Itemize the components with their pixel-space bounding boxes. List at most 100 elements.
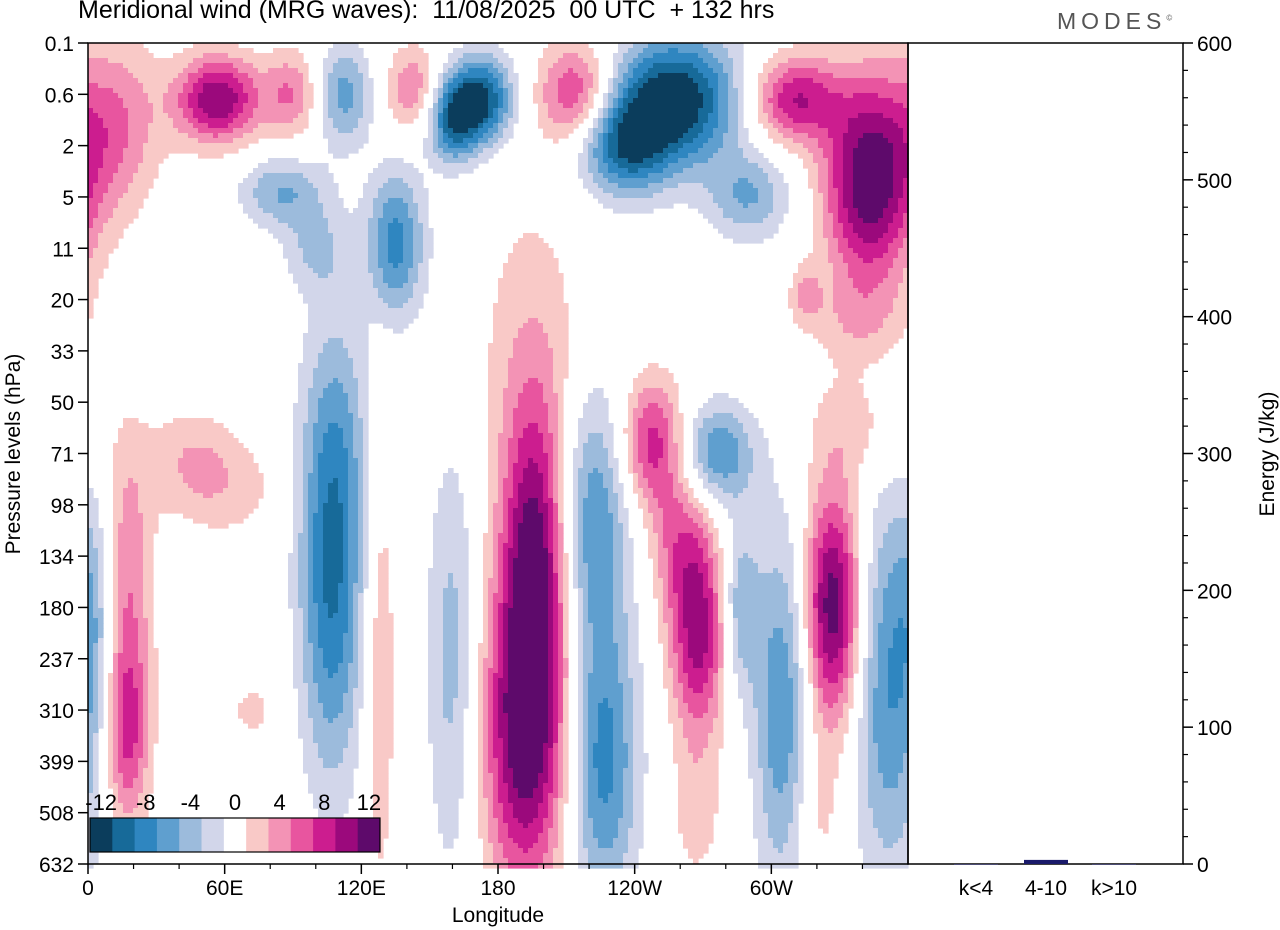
contour-cell (493, 633, 499, 639)
contour-cell (793, 633, 799, 639)
contour-cell (503, 518, 509, 524)
contour-cell (403, 198, 414, 204)
contour-cell (878, 573, 889, 579)
contour-cell (793, 738, 799, 744)
contour-cell (318, 418, 354, 424)
contour-cell (488, 623, 494, 629)
contour-cell (623, 688, 634, 694)
contour-cell (713, 468, 739, 474)
contour-cell (333, 268, 369, 274)
contour-cell (303, 503, 309, 509)
contour-cell (373, 618, 394, 624)
contour-cell (93, 598, 99, 604)
contour-cell (433, 538, 469, 544)
contour-cell (818, 688, 824, 694)
contour-cell (738, 578, 784, 584)
contour-cell (588, 493, 609, 499)
contour-cell (353, 608, 359, 614)
contour-cell (303, 298, 384, 304)
contour-cell (613, 613, 629, 619)
contour-cell (668, 633, 674, 639)
contour-cell (808, 103, 904, 109)
contour-cell (853, 283, 879, 289)
contour-cell (608, 698, 624, 704)
contour-cell (333, 123, 359, 129)
contour-cell (563, 688, 569, 694)
contour-cell (543, 398, 559, 404)
contour-cell (88, 488, 94, 494)
contour-cell (313, 443, 324, 449)
contour-cell (673, 403, 679, 409)
contour-cell (503, 628, 509, 634)
contour-cell (873, 628, 879, 634)
contour-cell (238, 113, 254, 119)
contour-cell (813, 538, 824, 544)
contour-cell (363, 83, 374, 89)
contour-cell (123, 423, 149, 429)
contour-cell (303, 753, 319, 759)
contour-cell (148, 743, 154, 749)
contour-cell (853, 543, 859, 549)
contour-cell (143, 558, 154, 564)
contour-cell (443, 613, 459, 619)
contour-cell (828, 583, 839, 589)
contour-cell (518, 503, 524, 509)
contour-cell (428, 108, 434, 114)
contour-cell (488, 493, 499, 499)
contour-cell (888, 483, 909, 489)
contour-cell (498, 708, 504, 714)
contour-cell (288, 583, 299, 589)
contour-cell (623, 538, 634, 544)
contour-cell (88, 183, 94, 189)
contour-cell (673, 738, 689, 744)
contour-cell (713, 638, 719, 644)
contour-cell (623, 698, 634, 704)
contour-cell (98, 573, 104, 579)
contour-cell (613, 528, 624, 534)
contour-cell (613, 748, 629, 754)
contour-cell (478, 128, 489, 134)
contour-cell (678, 598, 684, 604)
contour-cell (443, 628, 459, 634)
contour-cell (593, 743, 614, 749)
contour-cell (603, 483, 614, 489)
contour-cell (558, 518, 564, 524)
contour-cell (343, 438, 354, 444)
contour-cell (833, 298, 894, 304)
contour-cell (723, 143, 739, 149)
contour-cell (503, 638, 509, 644)
contour-cell (368, 258, 379, 264)
contour-cell (428, 603, 444, 609)
contour-cell (488, 413, 504, 419)
contour-cell (543, 388, 554, 394)
contour-cell (443, 598, 459, 604)
contour-cell (508, 383, 524, 389)
contour-cell (523, 323, 544, 329)
contour-cell (313, 668, 329, 674)
contour-cell (383, 278, 409, 284)
contour-cell (88, 608, 94, 614)
contour-cell (443, 708, 454, 714)
contour-cell (803, 533, 814, 539)
contour-cell (608, 98, 614, 104)
contour-cell (643, 518, 654, 524)
contour-cell (503, 403, 519, 409)
contour-cell (808, 508, 814, 514)
contour-cell (848, 648, 854, 654)
contour-cell (613, 588, 624, 594)
contour-cell (88, 258, 109, 264)
contour-cell (88, 238, 99, 244)
contour-cell (688, 498, 699, 504)
contour-cell (883, 618, 899, 624)
contour-cell (378, 253, 389, 259)
contour-cell (648, 438, 664, 444)
contour-cell (288, 258, 304, 264)
contour-cell (553, 753, 559, 759)
contour-cell (358, 613, 364, 619)
contour-cell (883, 488, 909, 494)
contour-cell (888, 673, 904, 679)
contour-cell (793, 653, 799, 659)
contour-cell (853, 513, 859, 519)
contour-cell (688, 643, 709, 649)
contour-cell (738, 688, 754, 694)
